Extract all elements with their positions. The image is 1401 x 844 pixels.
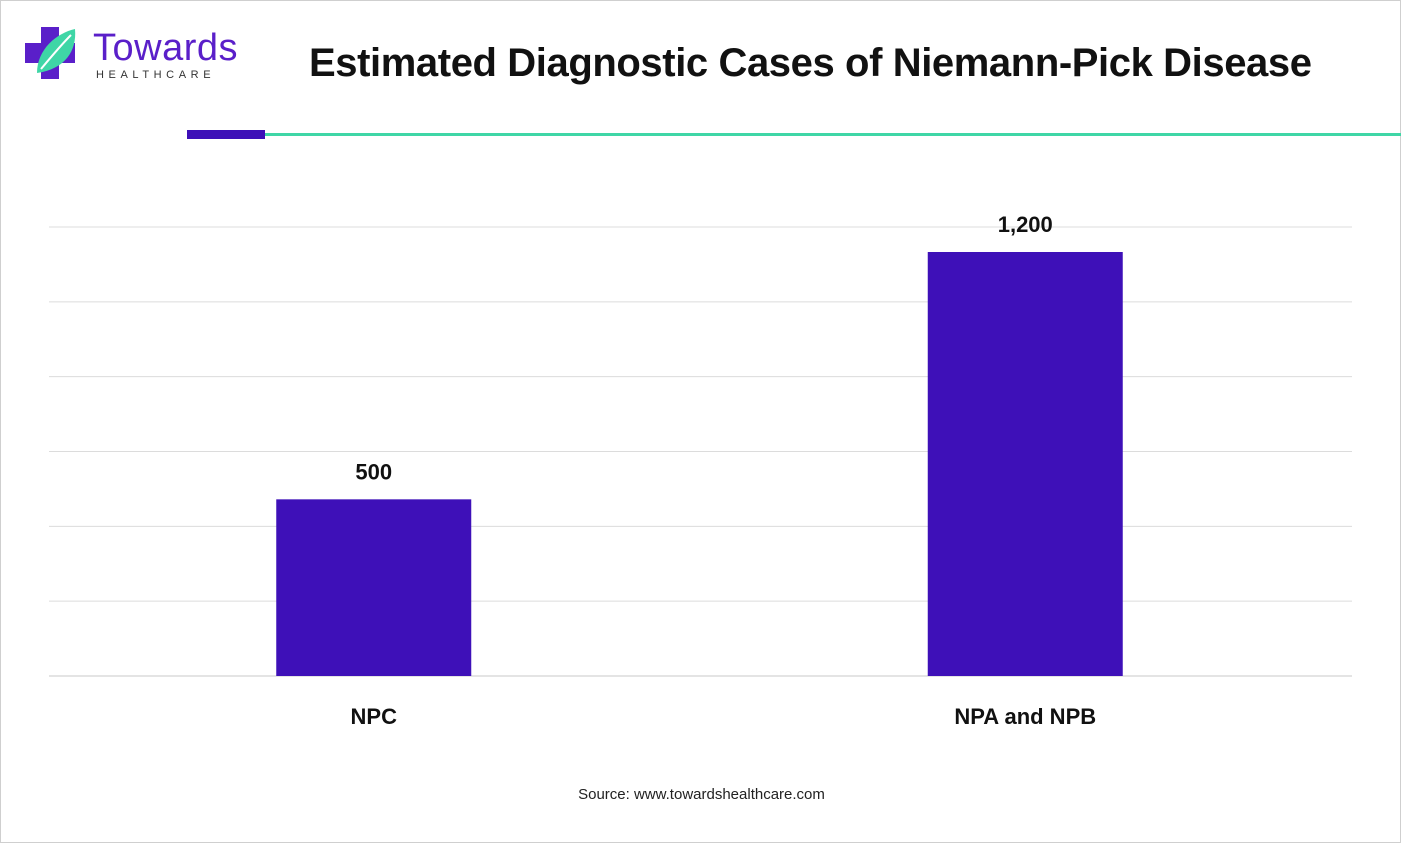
x-tick-label: NPA and NPB <box>954 704 1096 729</box>
source-note: Source: www.towardshealthcare.com <box>578 786 825 803</box>
bar-npc <box>276 499 472 676</box>
x-tick-label: NPC <box>351 704 398 729</box>
brand-name: Towards <box>93 27 238 69</box>
labels: 500 NPC 1,200 NPA and NPB <box>351 212 1097 729</box>
bar-npa-and-npb <box>927 252 1123 676</box>
title-underline-line <box>265 133 1401 136</box>
gridlines <box>49 226 1352 677</box>
data-label: 500 <box>355 459 392 484</box>
brand-logo: Towards HEALTHCARE <box>23 25 238 89</box>
title-underline-accent <box>187 130 265 139</box>
data-label: 1,200 <box>998 212 1053 237</box>
chart-title: Estimated Diagnostic Cases of Niemann-Pi… <box>309 41 1312 85</box>
bars <box>276 252 1123 676</box>
brand-tagline: HEALTHCARE <box>96 69 216 81</box>
medical-cross-leaf-icon <box>25 27 76 79</box>
